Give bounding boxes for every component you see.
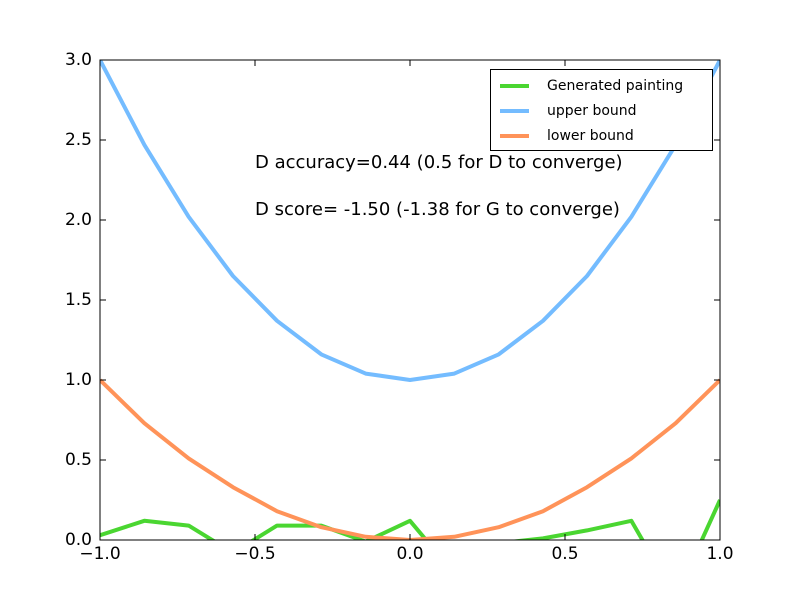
- legend-label: Generated painting: [547, 77, 684, 94]
- y-tick-label: 0.5: [65, 450, 92, 470]
- legend-item-generated-painting: Generated painting: [500, 73, 712, 98]
- legend-label: lower bound: [547, 127, 634, 144]
- legend-line-swatch: [500, 108, 529, 113]
- annotation-d-accuracy: D accuracy=0.44 (0.5 for D to converge): [255, 152, 623, 173]
- y-tick-label: 2.5: [65, 130, 92, 150]
- x-tick-label: 0.0: [396, 544, 423, 564]
- series-line-upper-bound: [100, 60, 720, 382]
- y-tick-label: 3.0: [65, 50, 92, 70]
- x-tick-label: −1.0: [79, 544, 120, 564]
- series-group: [100, 60, 720, 540]
- x-tick-label: 1.0: [706, 544, 733, 564]
- legend-item-lower-bound: lower bound: [500, 123, 712, 148]
- x-tick-label: 0.5: [551, 544, 578, 564]
- y-tick-label: 1.0: [65, 370, 92, 390]
- x-tick-label: −0.5: [234, 544, 275, 564]
- annotation-d-score: D score= -1.50 (-1.38 for G to converge): [255, 199, 620, 220]
- legend-item-upper-bound: upper bound: [500, 98, 712, 123]
- series-line-lower-bound: [100, 378, 720, 540]
- y-tick-label: 1.5: [65, 290, 92, 310]
- legend-line-swatch: [500, 133, 529, 138]
- series-line-generated-painting: [100, 499, 720, 540]
- y-tick-label: 2.0: [65, 210, 92, 230]
- legend-line-swatch: [500, 83, 529, 88]
- y-tick-label: 0.0: [65, 530, 92, 550]
- legend: Generated painting upper bound lower bound: [490, 69, 713, 151]
- legend-label: upper bound: [547, 102, 637, 119]
